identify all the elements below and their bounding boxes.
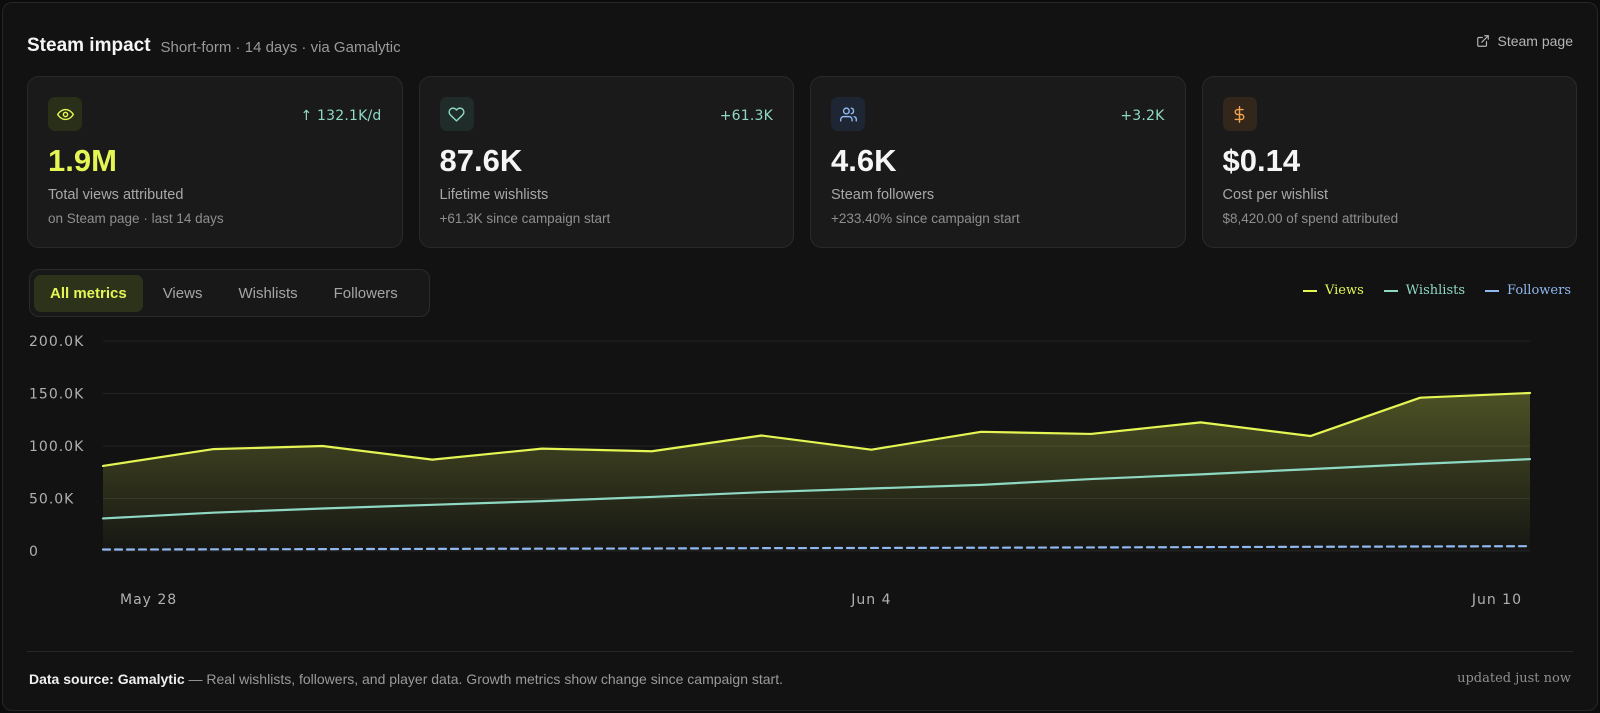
external-link-icon (1476, 35, 1489, 47)
kpi-delta: +61.3K (719, 108, 773, 124)
kpi-delta: +3.2K (1120, 108, 1165, 124)
y-tick-label: 200.0K (29, 334, 84, 350)
kpi-label: Lifetime wishlists (439, 187, 549, 203)
kpi-card-wishlists: +61.3K 87.6K Lifetime wishlists +61.3K s… (418, 76, 794, 248)
kpi-value: 1.9M (48, 143, 117, 178)
tab-followers[interactable]: Followers (333, 284, 398, 302)
tab-views[interactable]: Views (162, 284, 203, 302)
series-line-wishlists (101, 458, 1532, 520)
legend-label: Wishlists (1405, 283, 1466, 298)
heart-icon (439, 97, 474, 131)
y-tick-label: 100.0K (29, 439, 84, 455)
x-tick-label: May 28 (120, 592, 177, 608)
tab-all-metrics[interactable]: All metrics (34, 274, 143, 312)
kpi-delta: ↑ 132.1K/d (300, 108, 382, 124)
data-source-note: Data source: Gamalytic — Real wishlists,… (29, 671, 783, 687)
kpi-subtext: +233.40% since campaign start (831, 211, 1020, 226)
legend-label: Followers (1507, 283, 1571, 298)
data-source-label: Data source: Gamalytic (29, 671, 185, 687)
legend-item-followers: Followers (1485, 283, 1571, 298)
series-line-views (101, 391, 1532, 468)
kpi-card-cost: $0.14 Cost per wishlist $8,420.00 of spe… (1201, 76, 1577, 248)
page-subtitle: Short-form · 14 days · via Gamalytic (160, 38, 401, 56)
legend-swatch (1383, 289, 1398, 292)
series-line-followers (101, 545, 1532, 551)
kpi-value: 87.6K (439, 143, 523, 178)
data-source-text: — Real wishlists, followers, and player … (184, 671, 784, 687)
metrics-chart: 0 50.0K 100.0K 150.0K 200.0K May 28 Jun 4 Jun 1… (29, 334, 1532, 608)
panel-header: Steam impact Short-form · 14 days · via … (27, 33, 1573, 59)
dollar-icon (1222, 97, 1257, 131)
y-tick-label: 150.0K (29, 387, 84, 403)
y-tick-label: 50.0K (29, 492, 74, 508)
y-tick-label: 0 (29, 544, 39, 560)
legend-swatch (1302, 289, 1317, 292)
kpi-cards: ↑ 132.1K/d 1.9M Total views attributed o… (27, 76, 1577, 248)
kpi-subtext: +61.3K since campaign start (439, 211, 611, 226)
legend-item-views: Views (1302, 283, 1364, 298)
legend-label: Views (1324, 283, 1364, 298)
steam-page-label: Steam page (1497, 33, 1574, 49)
kpi-value: $0.14 (1222, 143, 1301, 178)
kpi-label: Cost per wishlist (1222, 187, 1329, 203)
kpi-card-views: ↑ 132.1K/d 1.9M Total views attributed o… (27, 76, 403, 248)
kpi-card-followers: +3.2K 4.6K Steam followers +233.40% sinc… (810, 76, 1186, 248)
legend-item-wishlists: Wishlists (1383, 283, 1466, 298)
metric-tabs: All metrics Views Wishlists Followers (29, 269, 430, 317)
legend-swatch (1485, 289, 1500, 292)
updated-timestamp: updated just now (1457, 671, 1571, 686)
kpi-value: 4.6K (831, 143, 897, 178)
kpi-label: Steam followers (831, 187, 935, 203)
eye-icon (48, 97, 82, 131)
tab-wishlists[interactable]: Wishlists (238, 284, 298, 302)
kpi-subtext: $8,420.00 of spend attributed (1222, 211, 1399, 226)
steam-page-link[interactable]: Steam page (1476, 33, 1574, 49)
chart-legend: Views Wishlists Followers (1302, 283, 1571, 298)
x-tick-label: Jun 4 (850, 592, 891, 608)
series-area-views (103, 392, 1530, 551)
kpi-subtext: on Steam page · last 14 days (48, 211, 224, 226)
x-tick-label: Jun 10 (1471, 592, 1522, 608)
page-title: Steam impact (27, 35, 151, 56)
users-icon (831, 97, 865, 131)
kpi-label: Total views attributed (48, 187, 184, 203)
footer-divider (27, 651, 1573, 652)
